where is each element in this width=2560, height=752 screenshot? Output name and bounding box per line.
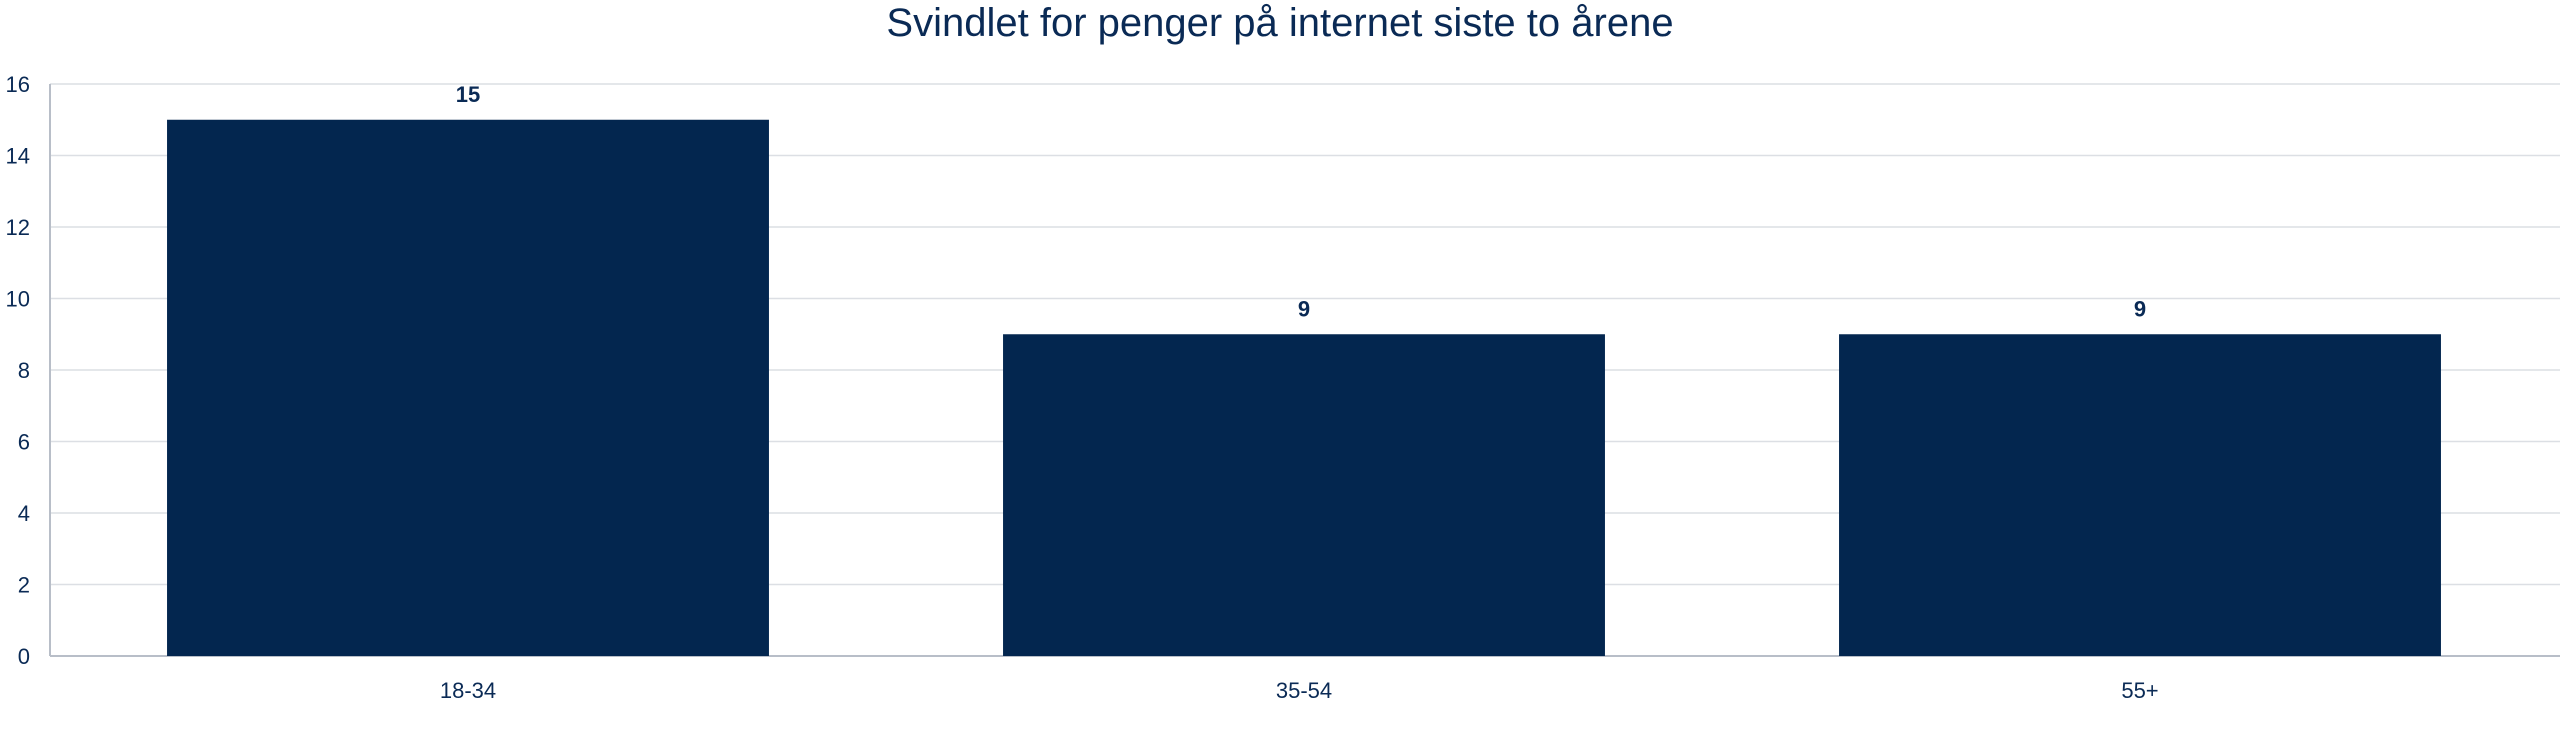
y-tick-label: 4 — [18, 501, 30, 526]
bar-55+ — [1839, 334, 2441, 656]
data-label: 9 — [1298, 296, 1310, 321]
chart-title: Svindlet for penger på internet siste to… — [886, 1, 1674, 45]
y-tick-label: 2 — [18, 573, 30, 598]
y-tick-label: 14 — [6, 144, 30, 169]
y-tick-label: 6 — [18, 430, 30, 455]
data-label: 15 — [456, 82, 480, 107]
y-tick-label: 16 — [6, 72, 30, 97]
y-tick-label: 10 — [6, 287, 30, 312]
x-axis-tick-labels: 18-34 35-54 55+ — [440, 678, 2159, 703]
bars — [167, 119, 2441, 656]
x-tick-label: 35-54 — [1276, 678, 1332, 703]
y-tick-label: 12 — [6, 215, 30, 240]
y-tick-label: 8 — [18, 358, 30, 383]
bar-35-54 — [1003, 334, 1605, 656]
bar-18-34 — [167, 119, 769, 656]
data-label: 9 — [2134, 296, 2146, 321]
y-axis-tick-labels: 0 2 4 6 8 10 12 14 16 — [6, 72, 30, 669]
y-tick-label: 0 — [18, 644, 30, 669]
x-tick-label: 18-34 — [440, 678, 496, 703]
data-labels: 159 9 — [456, 82, 2146, 322]
x-tick-label: 55+ — [2121, 678, 2158, 703]
